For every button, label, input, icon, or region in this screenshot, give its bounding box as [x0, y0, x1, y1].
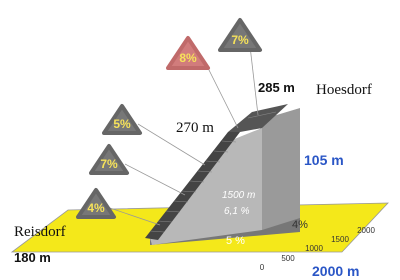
- segment-length: 1500 m: [222, 190, 255, 201]
- side-gradient: 4%: [292, 219, 308, 231]
- axis-tick: 2000: [357, 226, 375, 235]
- sign-label: 7%: [100, 157, 118, 171]
- lower-gradient: 5 %: [226, 235, 245, 247]
- start-elevation: 180 m: [14, 250, 51, 265]
- segment-gradient: 6,1 %: [224, 206, 250, 217]
- sign-label: 5%: [113, 117, 131, 131]
- sign-label: 8%: [179, 51, 197, 65]
- height-gain: 105 m: [304, 152, 344, 168]
- sign-label: 7%: [231, 33, 249, 47]
- axis-tick: 0: [260, 263, 265, 272]
- sign-label: 4%: [87, 201, 105, 215]
- block-side: [260, 108, 300, 230]
- distance: 2000 m: [312, 263, 359, 279]
- elevation-diagram: 4% 7% 5% 8% 7% 285 m Hoesdorf 270 m 105 …: [0, 0, 400, 280]
- start-name: Reisdorf: [14, 224, 66, 240]
- climb-top: 270 m: [176, 120, 214, 136]
- axis-tick: 1500: [331, 235, 349, 244]
- summit-name: Hoesdorf: [316, 82, 372, 98]
- axis-tick: 500: [281, 254, 295, 263]
- summit-elevation: 285 m: [258, 80, 295, 95]
- axis-tick: 1000: [305, 244, 323, 253]
